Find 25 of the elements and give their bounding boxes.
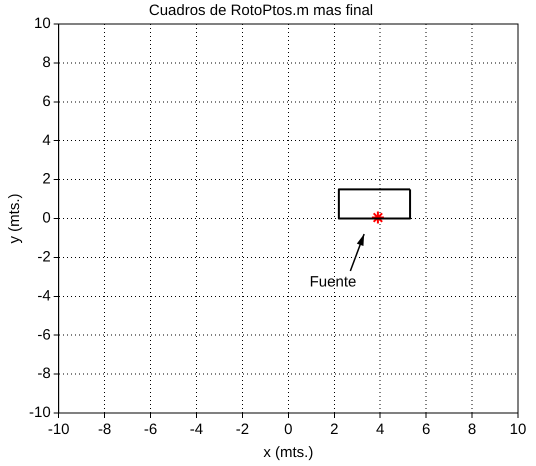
- y-tick-label: 4: [42, 132, 51, 149]
- y-tick-label: -10: [28, 404, 51, 422]
- x-tick-label: 10: [510, 421, 526, 438]
- y-tick-label: -4: [37, 287, 51, 304]
- x-tick-label: 2: [330, 421, 338, 438]
- y-tick-label: 8: [42, 54, 51, 72]
- y-tick-label: 2: [42, 170, 51, 188]
- x-tick-label: 8: [468, 421, 476, 438]
- y-tick-label: 0: [42, 210, 51, 227]
- y-tick-label: -2: [37, 248, 51, 266]
- y-tick-label: -6: [37, 326, 51, 344]
- x-tick-label: -2: [236, 421, 250, 438]
- x-tick-label: 4: [376, 421, 384, 438]
- y-tick-label: 10: [34, 15, 51, 32]
- y-axis-title: y (mts.): [6, 194, 24, 244]
- x-tick-label: -6: [144, 421, 158, 438]
- y-tick-label: -8: [37, 365, 51, 382]
- chart-title: Cuadros de RotoPtos.m mas final: [148, 2, 374, 20]
- x-tick-label: -8: [98, 421, 112, 438]
- annotation: Fuente: [310, 274, 356, 291]
- x-tick-label: -4: [190, 421, 204, 438]
- y-tick-label: 6: [42, 92, 51, 110]
- x-tick-label: 6: [422, 421, 430, 438]
- x-tick-label: 0: [284, 421, 293, 438]
- x-axis-title: x (mts.): [263, 444, 314, 462]
